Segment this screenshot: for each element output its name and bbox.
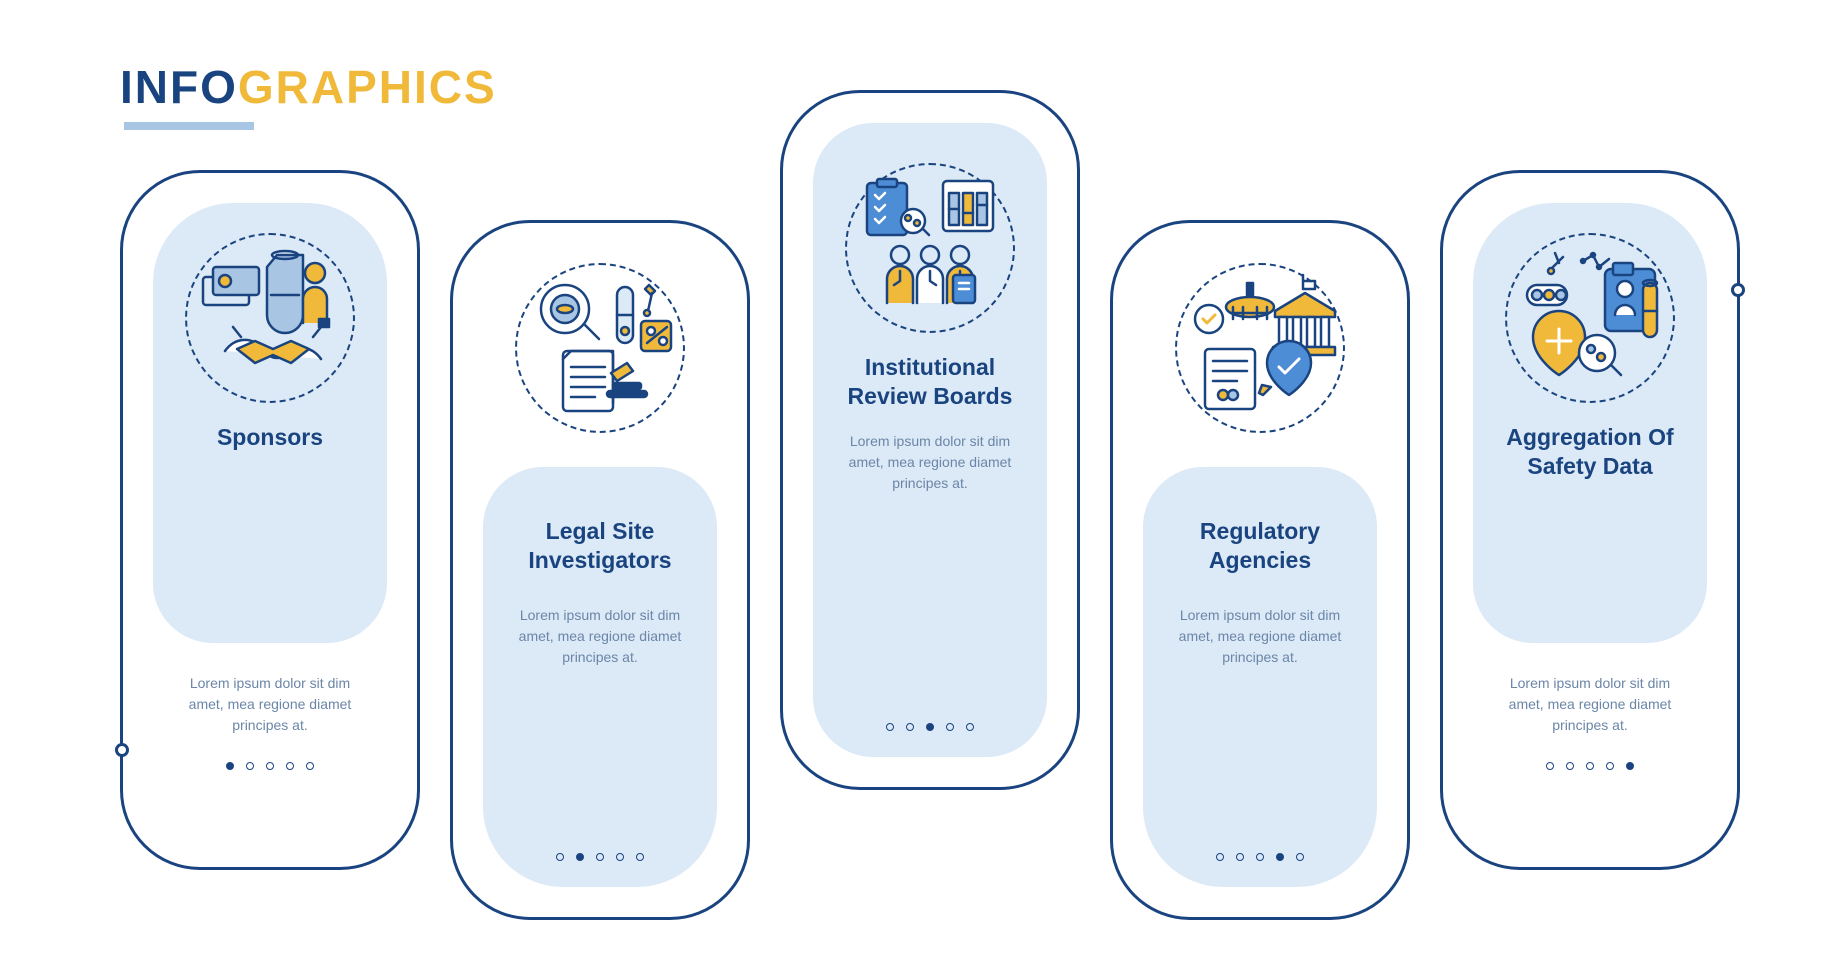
card-title: Institutional Review Boards xyxy=(833,353,1027,411)
dot xyxy=(906,723,914,731)
card-title: Legal Site Investigators xyxy=(503,517,697,575)
dot xyxy=(886,723,894,731)
card-title: Aggregation Of Safety Data xyxy=(1493,423,1687,481)
irb-icon xyxy=(845,163,1015,333)
dot xyxy=(1236,853,1244,861)
pager-dots xyxy=(1143,853,1377,861)
dot xyxy=(1216,853,1224,861)
regulatory-icon xyxy=(1175,263,1345,433)
dot xyxy=(966,723,974,731)
dot xyxy=(246,762,254,770)
dot xyxy=(926,723,934,731)
dot xyxy=(1546,762,1554,770)
safety-icon xyxy=(1505,233,1675,403)
dot xyxy=(1276,853,1284,861)
card-body: Lorem ipsum dolor sit dim amet, mea regi… xyxy=(1489,673,1691,736)
card-sponsors: Sponsors Lorem ipsum dolor sit dim amet,… xyxy=(120,170,420,870)
card-text-area: Lorem ipsum dolor sit dim amet, mea regi… xyxy=(1473,653,1707,796)
card-pill: Legal Site Investigators Lorem ipsum dol… xyxy=(483,467,717,887)
card-pill: Institutional Review Boards Lorem ipsum … xyxy=(813,123,1047,757)
sponsors-icon xyxy=(185,233,355,403)
card-pill: Sponsors xyxy=(153,203,387,643)
dot xyxy=(1586,762,1594,770)
card-title: Regulatory Agencies xyxy=(1163,517,1357,575)
dot xyxy=(946,723,954,731)
legal-icon xyxy=(515,263,685,433)
card-legal: Legal Site Investigators Lorem ipsum dol… xyxy=(450,220,750,920)
card-pill: Regulatory Agencies Lorem ipsum dolor si… xyxy=(1143,467,1377,887)
dot xyxy=(1606,762,1614,770)
connector-terminal xyxy=(115,743,129,757)
dot xyxy=(1296,853,1304,861)
card-pill: Aggregation Of Safety Data xyxy=(1473,203,1707,643)
dot xyxy=(286,762,294,770)
dot xyxy=(616,853,624,861)
card-title: Sponsors xyxy=(173,423,367,452)
pager-dots xyxy=(153,762,387,770)
dot xyxy=(226,762,234,770)
pager-dots xyxy=(1473,762,1707,770)
card-body: Lorem ipsum dolor sit dim amet, mea regi… xyxy=(169,673,371,736)
card-body: Lorem ipsum dolor sit dim amet, mea regi… xyxy=(503,605,697,668)
card-safety: Aggregation Of Safety Data Lorem ipsum d… xyxy=(1440,170,1740,870)
connector-terminal xyxy=(1731,283,1745,297)
card-text-area: Lorem ipsum dolor sit dim amet, mea regi… xyxy=(153,653,387,796)
card-regulatory: Regulatory Agencies Lorem ipsum dolor si… xyxy=(1110,220,1410,920)
dot xyxy=(306,762,314,770)
dot xyxy=(1256,853,1264,861)
dot xyxy=(596,853,604,861)
cards-row: Sponsors Lorem ipsum dolor sit dim amet,… xyxy=(120,90,1740,920)
dot xyxy=(556,853,564,861)
dot xyxy=(266,762,274,770)
dot xyxy=(576,853,584,861)
dot xyxy=(1626,762,1634,770)
dot xyxy=(636,853,644,861)
dot xyxy=(1566,762,1574,770)
pager-dots xyxy=(483,853,717,861)
card-body: Lorem ipsum dolor sit dim amet, mea regi… xyxy=(833,431,1027,494)
pager-dots xyxy=(813,723,1047,731)
card-body: Lorem ipsum dolor sit dim amet, mea regi… xyxy=(1163,605,1357,668)
card-irb: Institutional Review Boards Lorem ipsum … xyxy=(780,90,1080,790)
